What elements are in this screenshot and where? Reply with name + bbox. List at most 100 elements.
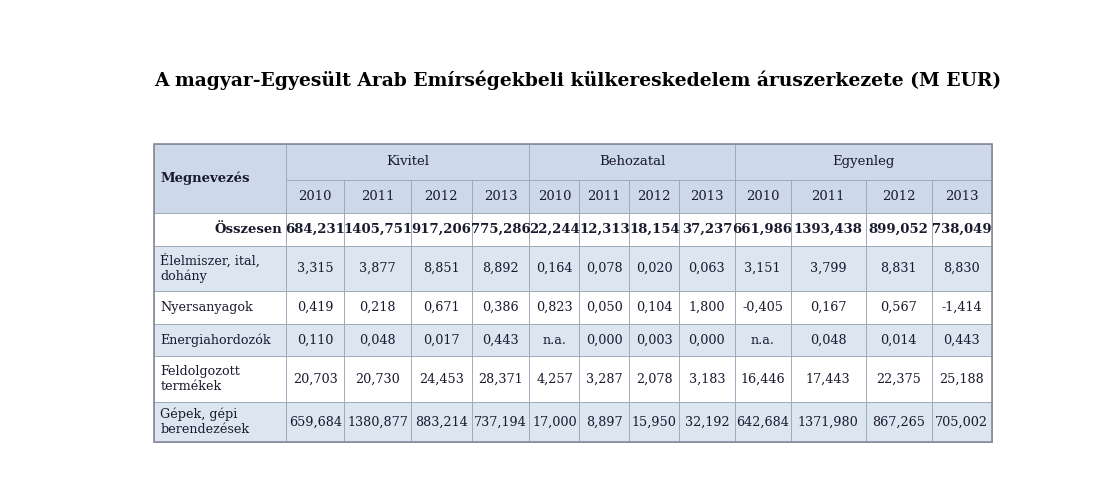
Text: n.a.: n.a. (750, 333, 775, 347)
Bar (931, 402, 992, 442)
Text: 0,443: 0,443 (944, 333, 980, 347)
Text: 0,386: 0,386 (482, 301, 518, 314)
Bar (286, 144, 529, 180)
Bar (629, 291, 679, 324)
Bar (344, 324, 411, 356)
Text: 642,684: 642,684 (736, 415, 789, 429)
Text: 3,799: 3,799 (810, 262, 847, 275)
Text: 705,002: 705,002 (936, 415, 988, 429)
Text: 8,831: 8,831 (880, 262, 917, 275)
Bar (286, 180, 344, 213)
Bar (679, 356, 735, 402)
Text: 2011: 2011 (811, 190, 845, 203)
Bar (579, 213, 629, 245)
Text: 738,049: 738,049 (932, 223, 991, 236)
Bar (529, 180, 579, 213)
Bar (735, 402, 790, 442)
Text: 2010: 2010 (299, 190, 332, 203)
Text: 15,950: 15,950 (632, 415, 677, 429)
Bar (529, 245, 579, 291)
Text: 8,892: 8,892 (482, 262, 518, 275)
Text: 1393,438: 1393,438 (794, 223, 862, 236)
Text: Energiahordozók: Energiahordozók (160, 333, 271, 347)
Bar (735, 245, 790, 291)
Text: 0,048: 0,048 (360, 333, 396, 347)
Text: 0,164: 0,164 (536, 262, 573, 275)
Text: 0,167: 0,167 (810, 301, 846, 314)
Text: 0,017: 0,017 (423, 333, 460, 347)
Text: 899,052: 899,052 (869, 223, 928, 236)
Text: 3,315: 3,315 (296, 262, 333, 275)
Text: 8,897: 8,897 (586, 415, 623, 429)
Text: 917,206: 917,206 (412, 223, 471, 236)
Text: 0,000: 0,000 (586, 333, 623, 347)
Bar (529, 402, 579, 442)
Bar (866, 402, 931, 442)
Text: 867,265: 867,265 (872, 415, 925, 429)
Bar (411, 324, 472, 356)
Bar (344, 180, 411, 213)
Bar (286, 245, 344, 291)
Bar (411, 180, 472, 213)
Bar (679, 402, 735, 442)
Text: 2012: 2012 (881, 190, 916, 203)
Text: 1380,877: 1380,877 (347, 415, 408, 429)
Text: 17,443: 17,443 (806, 373, 850, 386)
Text: 20,730: 20,730 (355, 373, 400, 386)
Text: Feldolgozott
termékek: Feldolgozott termékek (160, 365, 240, 393)
Bar (286, 356, 344, 402)
Bar (629, 324, 679, 356)
Text: n.a.: n.a. (543, 333, 566, 347)
Text: 8,851: 8,851 (423, 262, 460, 275)
Bar (931, 213, 992, 245)
Bar (790, 245, 866, 291)
Bar (735, 324, 790, 356)
Bar (735, 213, 790, 245)
Text: Behozatal: Behozatal (598, 155, 665, 169)
Bar (154, 402, 286, 442)
Bar (344, 291, 411, 324)
Text: 883,214: 883,214 (415, 415, 467, 429)
Text: 0,063: 0,063 (688, 262, 725, 275)
Bar (472, 245, 529, 291)
Bar (679, 213, 735, 245)
Bar (629, 356, 679, 402)
Bar (735, 291, 790, 324)
Bar (529, 213, 579, 245)
Text: 0,567: 0,567 (880, 301, 917, 314)
Bar (286, 402, 344, 442)
Bar (579, 180, 629, 213)
Bar (154, 245, 286, 291)
Text: 661,986: 661,986 (733, 223, 793, 236)
Text: 0,823: 0,823 (536, 301, 573, 314)
Text: 0,104: 0,104 (636, 301, 673, 314)
Text: 0,110: 0,110 (297, 333, 333, 347)
Text: 2,078: 2,078 (636, 373, 673, 386)
Bar (411, 213, 472, 245)
Bar (866, 245, 931, 291)
Text: 2013: 2013 (484, 190, 517, 203)
Bar (790, 402, 866, 442)
Bar (866, 180, 931, 213)
Text: 0,419: 0,419 (296, 301, 333, 314)
Text: 1371,980: 1371,980 (798, 415, 858, 429)
Text: 22,244: 22,244 (529, 223, 579, 236)
Bar (472, 324, 529, 356)
Text: 0,443: 0,443 (482, 333, 518, 347)
Text: 0,050: 0,050 (586, 301, 623, 314)
Text: 0,671: 0,671 (423, 301, 460, 314)
Bar (790, 291, 866, 324)
Text: 22,375: 22,375 (876, 373, 921, 386)
Bar (529, 291, 579, 324)
Bar (866, 356, 931, 402)
Bar (344, 402, 411, 442)
Bar (579, 402, 629, 442)
Bar (154, 356, 286, 402)
Bar (790, 324, 866, 356)
Text: 0,014: 0,014 (880, 333, 917, 347)
Bar (344, 245, 411, 291)
Text: 3,183: 3,183 (688, 373, 725, 386)
Text: 775,286: 775,286 (471, 223, 531, 236)
Bar (579, 245, 629, 291)
Text: 659,684: 659,684 (289, 415, 342, 429)
